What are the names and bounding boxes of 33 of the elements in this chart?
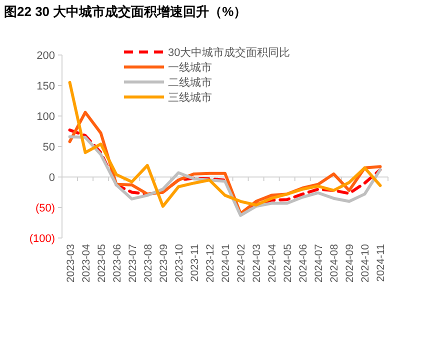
y-tick-label: (50) [35, 202, 55, 214]
y-tick-label: 200 [36, 50, 55, 62]
y-tick-label: 100 [36, 111, 55, 123]
x-tick-label: 2024-02 [236, 244, 248, 283]
x-tick-label: 2023-09 [158, 244, 170, 283]
y-tick-label: 50 [42, 142, 55, 154]
y-tick-label: 0 [48, 172, 55, 184]
x-tick-label: 2024-05 [282, 244, 294, 283]
x-tick-label: 2024-07 [313, 244, 326, 283]
legend-label: 一线城市 [168, 61, 212, 74]
legend-label: 三线城市 [168, 91, 212, 104]
y-tick-label: (100) [29, 233, 55, 245]
x-tick-label: 2023-07 [126, 244, 139, 283]
x-tick-label: 2023-11 [188, 244, 201, 282]
x-tick-label: 2023-06 [111, 244, 124, 283]
y-tick-label: 150 [36, 80, 55, 92]
x-tick-label: 2024-08 [328, 244, 341, 283]
legend-label: 30大中城市成交面积同比 [168, 46, 290, 59]
x-tick-label: 2023-10 [173, 244, 186, 283]
x-tick-label: 2024-03 [251, 244, 264, 283]
chart-title: 图22 30 大中城市成交面积增速回升（%） [4, 4, 247, 19]
x-tick-label: 2024-09 [344, 244, 356, 283]
x-tick-label: 2024-04 [266, 244, 279, 283]
x-tick-label: 2023-08 [142, 244, 154, 283]
x-tick-label: 2023-03 [64, 244, 77, 283]
x-tick-label: 2023-12 [204, 244, 216, 283]
x-tick-label: 2023-05 [96, 244, 108, 283]
x-tick-label: 2024-11 [375, 244, 388, 282]
x-tick-label: 2024-06 [298, 244, 310, 283]
x-tick-label: 2024-01 [220, 244, 232, 283]
x-tick-label: 2024-10 [360, 244, 372, 283]
legend-label: 二线城市 [168, 76, 212, 89]
x-tick-label: 2023-04 [80, 244, 92, 283]
